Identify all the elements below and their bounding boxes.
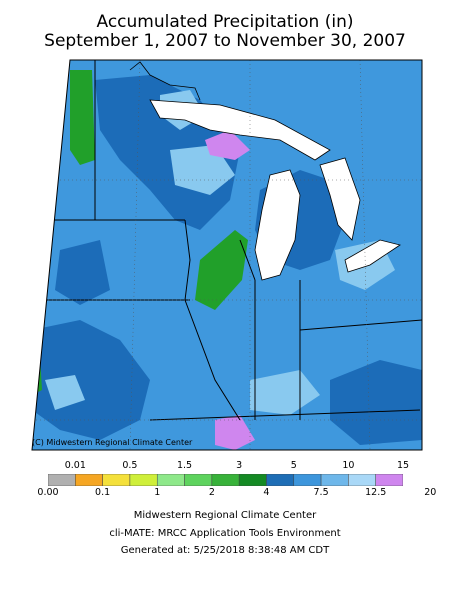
legend-label: 1 <box>154 487 161 498</box>
legend-upper-labels: 0.01 0.5 1.5 3 5 10 15 <box>0 460 450 472</box>
footer-org: Midwestern Regional Climate Center <box>133 510 317 521</box>
region-dark-blue-southeast <box>330 360 422 445</box>
lake-superior <box>149 99 331 161</box>
region-light-blue-indiana <box>250 370 320 415</box>
legend-lower-labels: 0.00 0.1 1 2 4 7.5 12.5 20 <box>0 487 450 499</box>
map-subtitle: September 1, 2007 to November 30, 2007 <box>44 31 406 51</box>
precipitation-map <box>31 59 423 451</box>
legend-label: 12.5 <box>365 487 387 498</box>
legend-color-bar <box>48 474 403 486</box>
footer-tool: cli-MATE: MRCC Application Tools Environ… <box>109 528 341 539</box>
legend-label: 4 <box>263 487 270 498</box>
legend-swatch <box>375 474 403 486</box>
legend-swatch <box>266 474 295 486</box>
region-green-west <box>70 70 95 165</box>
legend-swatch <box>320 474 349 486</box>
legend-swatch <box>211 474 240 486</box>
legend-label: 15 <box>396 460 410 471</box>
region-light-blue-south <box>45 375 85 410</box>
region-purple-north <box>205 130 250 160</box>
legend-label: 0.1 <box>95 487 111 498</box>
legend-label: 0.5 <box>122 460 138 471</box>
map-title: Accumulated Precipitation (in) <box>96 12 354 32</box>
legend-swatch <box>156 474 185 486</box>
region-light-blue-upper <box>170 145 235 195</box>
legend-swatch <box>75 474 103 486</box>
canada-coastline <box>129 61 201 101</box>
footer-generated: Generated at: 5/25/2018 8:38:48 AM CDT <box>120 545 330 556</box>
legend-label: 5 <box>290 460 297 471</box>
legend-label: 7.5 <box>313 487 329 498</box>
region-purple-south <box>215 415 255 450</box>
lake-michigan <box>254 169 301 281</box>
legend-label: 2 <box>208 487 215 498</box>
legend-label: 3 <box>236 460 243 471</box>
legend-label: 20 <box>424 487 437 498</box>
legend-swatch <box>293 474 322 486</box>
legend-label: 0.00 <box>37 487 59 498</box>
legend-swatch <box>48 474 76 486</box>
region-dark-blue-southwest <box>32 320 150 440</box>
region-dark-blue-west <box>55 240 110 305</box>
map-frame <box>31 59 423 451</box>
lake-huron <box>319 157 361 241</box>
legend-swatch <box>184 474 213 486</box>
legend-swatch <box>102 474 131 486</box>
graticule <box>32 60 422 450</box>
legend-swatch <box>238 474 267 486</box>
legend-label: 0.01 <box>64 460 86 471</box>
map-credit: (C) Midwestern Regional Climate Center <box>32 438 193 447</box>
legend-swatch <box>348 474 376 486</box>
region-green-illinois <box>195 230 248 310</box>
lake-erie <box>344 239 401 273</box>
legend-swatch <box>129 474 158 486</box>
legend-label: 10 <box>342 460 355 471</box>
legend-label: 1.5 <box>176 460 193 471</box>
